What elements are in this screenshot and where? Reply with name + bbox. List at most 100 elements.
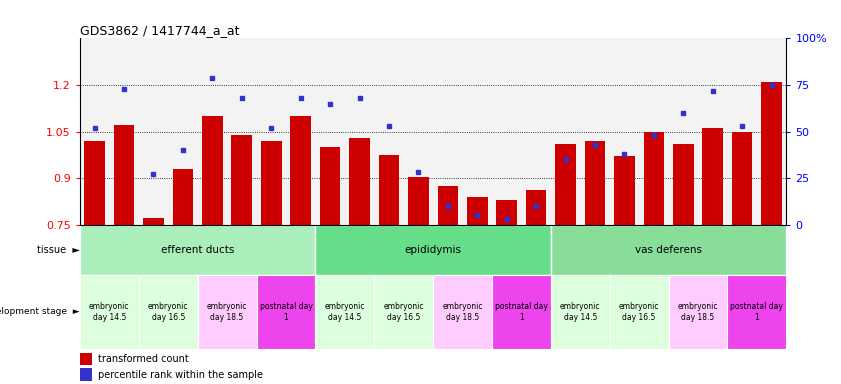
Bar: [669, 275, 727, 349]
Bar: [669, 225, 698, 275]
Bar: [349, 138, 370, 225]
Bar: [198, 275, 257, 349]
Text: efferent ducts: efferent ducts: [161, 245, 235, 255]
Bar: [467, 197, 488, 225]
Bar: [521, 225, 551, 275]
Bar: [172, 169, 193, 225]
Bar: [463, 38, 492, 225]
Bar: [198, 38, 227, 225]
Bar: [727, 38, 757, 225]
Bar: [496, 200, 517, 225]
Bar: [761, 82, 782, 225]
Text: embryonic
day 14.5: embryonic day 14.5: [325, 302, 365, 322]
Text: transformed count: transformed count: [98, 354, 188, 364]
Bar: [580, 38, 610, 225]
Text: tissue  ►: tissue ►: [37, 245, 80, 255]
Bar: [408, 177, 429, 225]
Bar: [492, 225, 521, 275]
Bar: [286, 38, 315, 225]
Text: epididymis: epididymis: [405, 245, 462, 255]
Bar: [320, 147, 341, 225]
Bar: [80, 38, 109, 225]
Bar: [80, 225, 109, 275]
Bar: [551, 275, 610, 349]
Bar: [315, 38, 345, 225]
Bar: [551, 225, 580, 275]
Bar: [139, 225, 168, 275]
Bar: [80, 275, 139, 349]
Bar: [639, 38, 669, 225]
Bar: [433, 275, 492, 349]
Bar: [669, 38, 698, 225]
Bar: [610, 38, 639, 225]
Bar: [378, 155, 399, 225]
Text: development stage  ►: development stage ►: [0, 308, 80, 316]
Bar: [315, 225, 345, 275]
Bar: [526, 190, 547, 225]
Text: postnatal day
1: postnatal day 1: [260, 302, 312, 322]
Text: embryonic
day 16.5: embryonic day 16.5: [619, 302, 659, 322]
Bar: [257, 38, 286, 225]
Bar: [109, 225, 139, 275]
Bar: [202, 116, 223, 225]
Bar: [555, 144, 576, 225]
Bar: [345, 38, 374, 225]
Bar: [345, 225, 374, 275]
Bar: [551, 38, 580, 225]
Bar: [463, 225, 492, 275]
Bar: [286, 225, 315, 275]
Bar: [521, 38, 551, 225]
Bar: [374, 38, 404, 225]
Bar: [698, 225, 727, 275]
Text: postnatal day
1: postnatal day 1: [731, 302, 783, 322]
Text: percentile rank within the sample: percentile rank within the sample: [98, 370, 262, 380]
Bar: [702, 128, 723, 225]
Bar: [643, 131, 664, 225]
Text: GDS3862 / 1417744_a_at: GDS3862 / 1417744_a_at: [80, 24, 240, 37]
Bar: [227, 38, 257, 225]
Bar: [198, 225, 227, 275]
Bar: [168, 38, 198, 225]
Bar: [433, 225, 463, 275]
Text: embryonic
day 16.5: embryonic day 16.5: [383, 302, 424, 322]
Bar: [551, 225, 786, 275]
Bar: [433, 38, 463, 225]
Text: embryonic
day 18.5: embryonic day 18.5: [207, 302, 247, 322]
Bar: [139, 38, 168, 225]
Bar: [315, 225, 551, 275]
Text: embryonic
day 14.5: embryonic day 14.5: [89, 302, 130, 322]
Bar: [639, 225, 669, 275]
Bar: [84, 141, 105, 225]
Text: postnatal day
1: postnatal day 1: [495, 302, 547, 322]
Bar: [404, 38, 433, 225]
Bar: [80, 353, 92, 365]
Text: embryonic
day 14.5: embryonic day 14.5: [560, 302, 600, 322]
Bar: [727, 275, 786, 349]
Bar: [374, 275, 433, 349]
Bar: [580, 225, 610, 275]
Bar: [727, 225, 757, 275]
Bar: [610, 225, 639, 275]
Bar: [257, 225, 286, 275]
Bar: [614, 156, 635, 225]
Bar: [757, 225, 786, 275]
Text: embryonic
day 18.5: embryonic day 18.5: [678, 302, 718, 322]
Bar: [261, 141, 282, 225]
Bar: [315, 275, 374, 349]
Bar: [584, 141, 606, 225]
Bar: [231, 135, 252, 225]
Bar: [80, 225, 315, 275]
Bar: [227, 225, 257, 275]
Bar: [374, 225, 404, 275]
Text: embryonic
day 18.5: embryonic day 18.5: [442, 302, 483, 322]
Bar: [732, 131, 753, 225]
Bar: [610, 275, 669, 349]
Bar: [168, 225, 198, 275]
Bar: [290, 116, 311, 225]
Bar: [404, 225, 433, 275]
Bar: [492, 38, 521, 225]
Bar: [698, 38, 727, 225]
Bar: [673, 144, 694, 225]
Bar: [257, 275, 315, 349]
Bar: [757, 38, 786, 225]
